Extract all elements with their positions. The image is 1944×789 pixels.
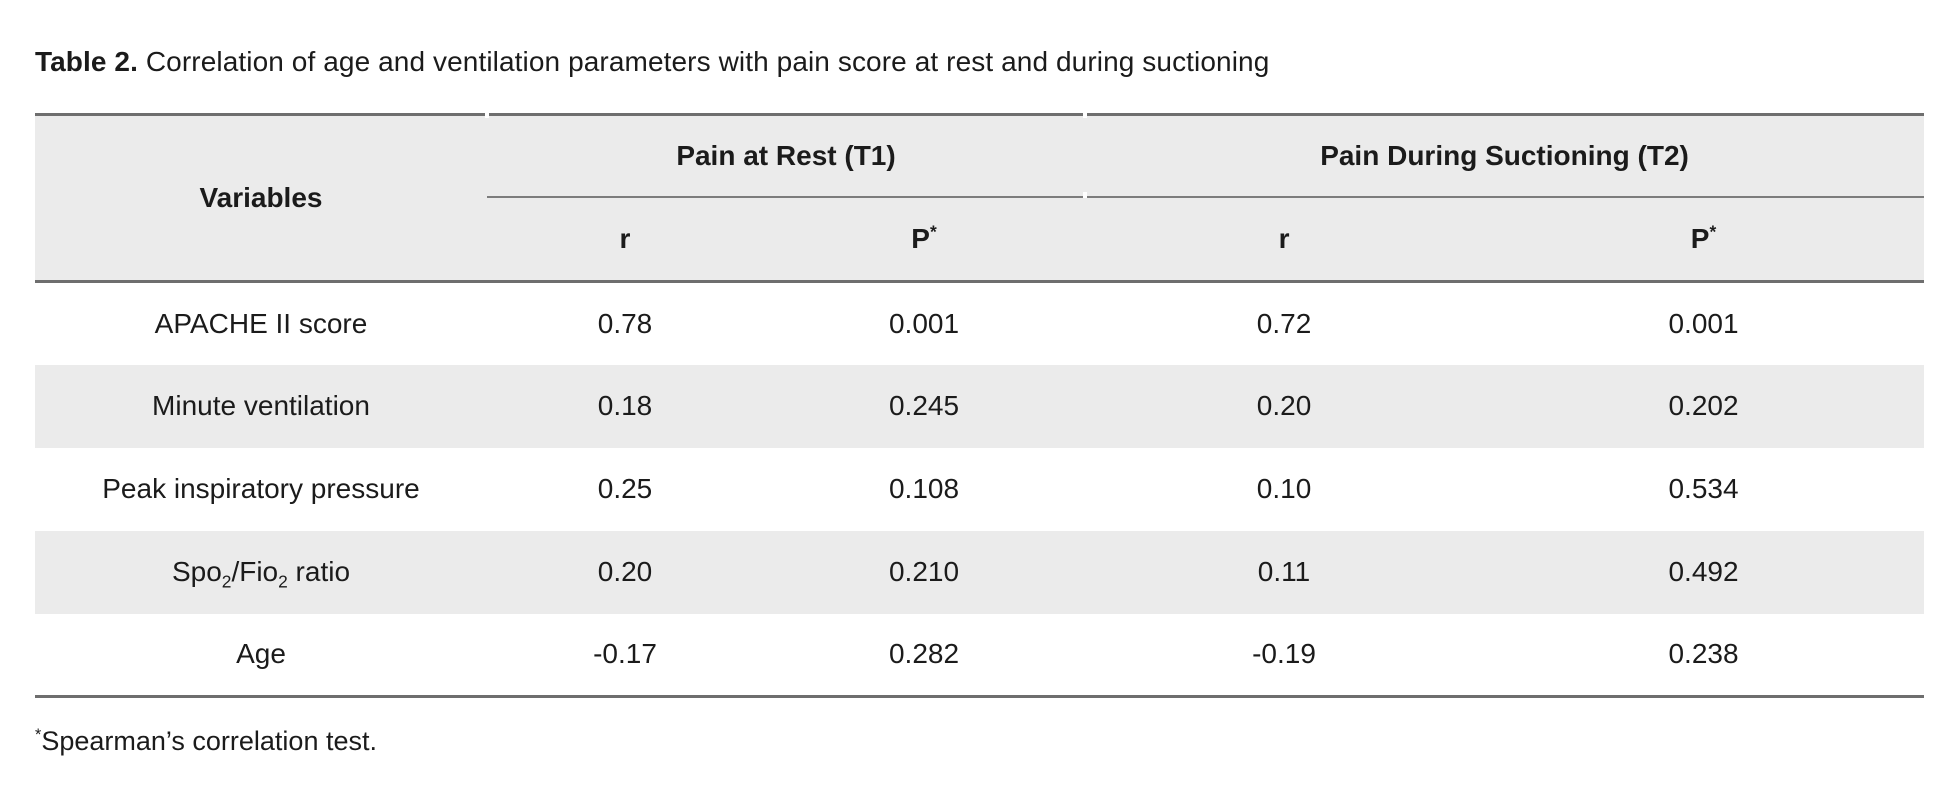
cell-variable: Spo2/Fio2 ratio — [35, 530, 487, 614]
asterisk-superscript: * — [1709, 221, 1717, 242]
label-part: Spo — [171, 556, 222, 587]
table-number: Table 2. — [35, 46, 138, 77]
table-row-minute-ventilation: Minute ventilation 0.18 0.245 0.20 0.202 — [35, 364, 1925, 448]
cell-variable: Peak inspiratory pressure — [102, 473, 420, 504]
cell-t1-r: 0.20 — [487, 530, 763, 614]
label-part: /Fio — [231, 556, 279, 587]
cell-t1-p: 0.001 — [888, 307, 960, 339]
cell-t2-p: 0.534 — [1668, 473, 1739, 504]
cell-t2-r: 0.10 — [1256, 473, 1312, 504]
subscript-2: 2 — [278, 571, 288, 592]
header-group-row: Variables Pain at Rest (T1) Pain During … — [35, 113, 1925, 283]
p-label: P — [911, 222, 930, 254]
p-label: P — [1690, 222, 1710, 254]
table-row-spo2-fio2: Spo2/Fio2 ratio 0.20 0.210 0.11 0.492 — [35, 530, 1925, 614]
header-sub-row: r P* r P* — [35, 196, 1925, 283]
cell-t1-p: 0.282 — [763, 613, 1086, 698]
cell-t2-r: -0.19 — [1085, 613, 1484, 698]
table-row-age: Age -0.17 0.282 -0.19 0.238 — [35, 613, 1925, 698]
asterisk-superscript: * — [929, 221, 937, 242]
header-variables: Variables — [35, 113, 487, 283]
cell-t2-r: 0.72 — [1256, 307, 1312, 339]
cell-variable: APACHE II score — [154, 307, 368, 339]
subscript-2: 2 — [221, 571, 232, 592]
table-row-peak-pressure: Peak inspiratory pressure 0.25 0.108 0.1… — [35, 448, 1924, 531]
header-p-t2: P* — [1483, 196, 1925, 283]
table-row-apache: APACHE II score 0.78 0.001 0.72 0.001 — [35, 282, 1924, 365]
cell-t2-p: 0.001 — [1668, 307, 1739, 339]
caption-text: Correlation of age and ventilation param… — [137, 46, 1270, 77]
cell-t1-p: 0.210 — [763, 530, 1086, 614]
cell-t2-p: 0.202 — [1483, 364, 1925, 448]
cell-t1-r: -0.17 — [487, 613, 763, 698]
footnote: *Spearman’s correlation test. — [35, 724, 1924, 758]
table-wrapper: Variables Pain at Rest (T1) Pain During … — [35, 112, 1925, 698]
cell-t1-p: 0.108 — [888, 473, 960, 504]
footnote-text: Spearman’s correlation test. — [41, 726, 377, 756]
cell-t1-r: 0.18 — [487, 364, 763, 448]
cell-variable: Age — [35, 613, 487, 698]
footnote-asterisk: * — [35, 726, 42, 744]
label-part: ratio — [287, 556, 351, 587]
header-group-t1: Pain at Rest (T1) — [487, 113, 1086, 198]
header-r-t1: r — [487, 196, 763, 283]
cell-t1-p: 0.245 — [763, 364, 1086, 448]
cell-t2-r: 0.20 — [1085, 364, 1484, 448]
table-caption: Table 2. Correlation of age and ventilat… — [35, 44, 1924, 80]
header-p-t1: P* — [763, 196, 1086, 283]
cell-t2-p: 0.492 — [1483, 530, 1925, 614]
cell-t2-p: 0.238 — [1483, 613, 1925, 698]
header-r-t2: r — [1085, 196, 1484, 283]
cell-t1-r: 0.78 — [597, 307, 653, 339]
correlation-table: Variables Pain at Rest (T1) Pain During … — [35, 113, 1925, 698]
cell-variable: Minute ventilation — [35, 364, 487, 448]
cell-t2-r: 0.11 — [1085, 530, 1484, 614]
header-group-t2: Pain During Suctioning (T2) — [1085, 113, 1925, 198]
cell-t1-r: 0.25 — [597, 473, 653, 504]
